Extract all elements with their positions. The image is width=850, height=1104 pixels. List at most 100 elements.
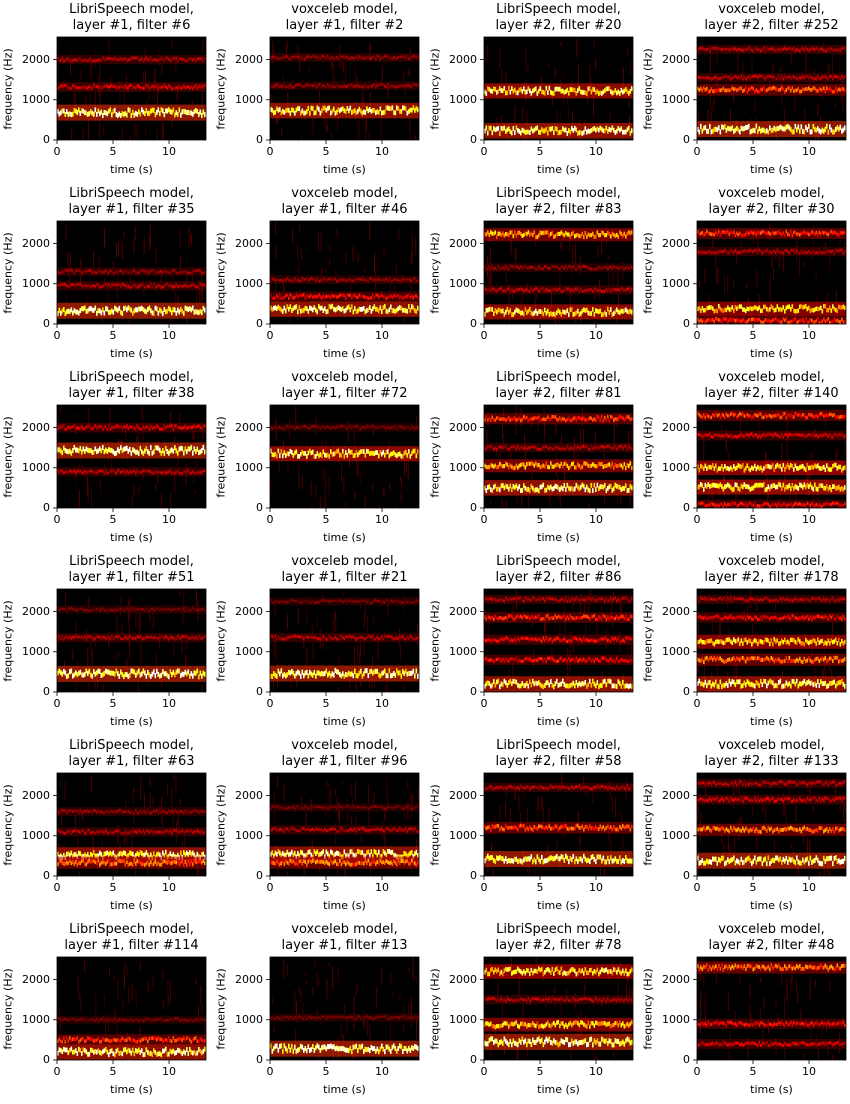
y-axis-label: frequency (Hz) [429, 221, 441, 324]
x-tick-label: 10 [794, 329, 824, 342]
y-tick-label: 1000 [650, 461, 690, 474]
x-tick-label: 10 [367, 881, 397, 894]
y-axis-label-text: frequency (Hz) [2, 416, 15, 497]
y-tick-label: 1000 [650, 277, 690, 290]
y-axis-label-text: frequency (Hz) [2, 600, 15, 681]
x-tick-label: 10 [794, 881, 824, 894]
x-axis-label: time (s) [270, 531, 419, 544]
x-tick-label: 5 [98, 513, 128, 526]
x-tick-label: 5 [98, 329, 128, 342]
x-axis-label: time (s) [57, 531, 206, 544]
y-axis-label-text: frequency (Hz) [642, 232, 655, 313]
x-axis-label: time (s) [697, 531, 846, 544]
y-tick-label: 2000 [10, 789, 50, 802]
y-tick-label: 2000 [437, 605, 477, 618]
x-tick-label: 5 [525, 697, 555, 710]
x-tick-label: 0 [255, 697, 285, 710]
x-tick-label: 0 [255, 1065, 285, 1078]
x-tick-label: 5 [311, 697, 341, 710]
y-axis-label-text: frequency (Hz) [642, 968, 655, 1049]
x-tick-label: 10 [367, 697, 397, 710]
y-axis-label: frequency (Hz) [429, 405, 441, 508]
x-tick-label: 10 [367, 145, 397, 158]
y-tick-label: 2000 [650, 789, 690, 802]
x-axis-label: time (s) [484, 347, 633, 360]
y-tick-label: 2000 [223, 605, 263, 618]
x-tick-label: 0 [255, 513, 285, 526]
x-tick-label: 0 [42, 881, 72, 894]
y-tick-label: 1000 [437, 461, 477, 474]
y-axis-label-text: frequency (Hz) [642, 600, 655, 681]
y-axis-label: frequency (Hz) [215, 589, 227, 692]
y-tick-label: 2000 [650, 605, 690, 618]
x-tick-label: 5 [738, 881, 768, 894]
x-tick-label: 0 [42, 329, 72, 342]
y-tick-label: 2000 [650, 237, 690, 250]
y-axis-label: frequency (Hz) [215, 405, 227, 508]
x-tick-label: 5 [525, 1065, 555, 1078]
y-axis-label-text: frequency (Hz) [429, 968, 442, 1049]
y-axis-label-text: frequency (Hz) [215, 784, 228, 865]
x-tick-label: 10 [154, 697, 184, 710]
y-axis-label-text: frequency (Hz) [215, 416, 228, 497]
y-axis-label: frequency (Hz) [215, 957, 227, 1060]
y-tick-label: 1000 [10, 645, 50, 658]
x-tick-label: 10 [367, 513, 397, 526]
y-axis-label: frequency (Hz) [2, 957, 14, 1060]
y-tick-label: 1000 [650, 829, 690, 842]
x-tick-label: 10 [154, 513, 184, 526]
x-tick-label: 0 [469, 1065, 499, 1078]
y-tick-label: 2000 [437, 421, 477, 434]
y-tick-label: 1000 [437, 93, 477, 106]
x-tick-label: 10 [154, 145, 184, 158]
y-axis-label-text: frequency (Hz) [429, 784, 442, 865]
y-tick-label: 2000 [10, 605, 50, 618]
y-tick-label: 2000 [437, 53, 477, 66]
x-tick-label: 5 [738, 145, 768, 158]
x-axis-label: time (s) [484, 531, 633, 544]
y-axis-label-text: frequency (Hz) [2, 232, 15, 313]
y-axis-label: frequency (Hz) [2, 37, 14, 140]
x-axis-label: time (s) [484, 899, 633, 912]
y-axis-label: frequency (Hz) [2, 405, 14, 508]
x-axis-label: time (s) [57, 715, 206, 728]
x-tick-label: 5 [311, 145, 341, 158]
y-axis-label-text: frequency (Hz) [642, 48, 655, 129]
y-axis-label-text: frequency (Hz) [429, 416, 442, 497]
y-axis-label: frequency (Hz) [429, 589, 441, 692]
x-tick-label: 10 [367, 329, 397, 342]
x-tick-label: 10 [154, 329, 184, 342]
x-tick-label: 10 [581, 697, 611, 710]
y-tick-label: 2000 [223, 237, 263, 250]
y-tick-label: 1000 [650, 1013, 690, 1026]
x-tick-label: 0 [469, 145, 499, 158]
x-axis-label: time (s) [270, 347, 419, 360]
x-tick-label: 0 [42, 697, 72, 710]
x-tick-label: 5 [311, 1065, 341, 1078]
y-axis-label-text: frequency (Hz) [2, 968, 15, 1049]
y-tick-label: 2000 [650, 973, 690, 986]
x-tick-label: 5 [311, 513, 341, 526]
y-axis-label: frequency (Hz) [642, 221, 654, 324]
x-axis-label: time (s) [57, 1083, 206, 1096]
x-tick-label: 5 [98, 1065, 128, 1078]
x-tick-label: 0 [469, 329, 499, 342]
y-axis-label: frequency (Hz) [429, 957, 441, 1060]
y-tick-label: 1000 [223, 461, 263, 474]
x-tick-label: 0 [469, 881, 499, 894]
y-tick-label: 1000 [650, 93, 690, 106]
x-tick-label: 10 [367, 1065, 397, 1078]
x-tick-label: 10 [581, 329, 611, 342]
y-tick-label: 1000 [10, 93, 50, 106]
